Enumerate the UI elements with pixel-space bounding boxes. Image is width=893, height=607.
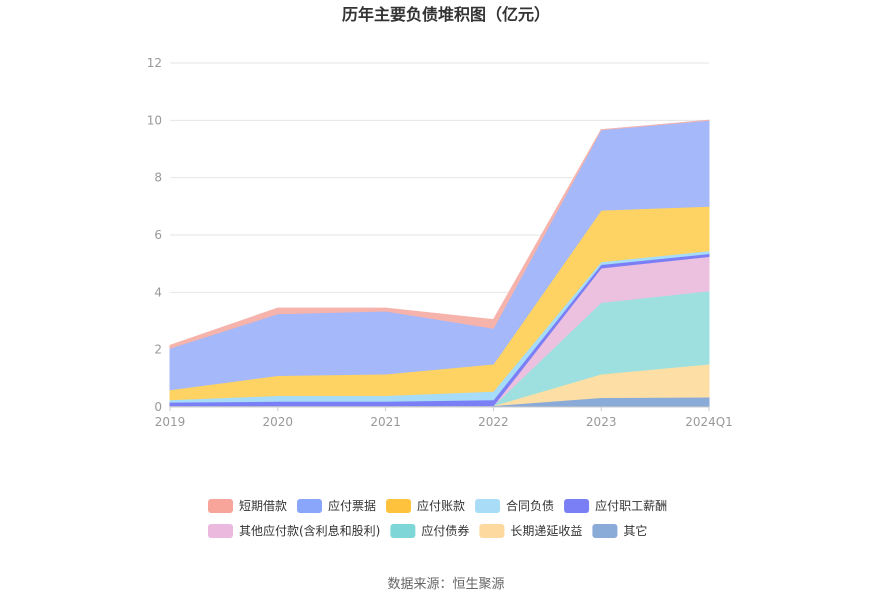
x-tick-label: 2019: [155, 415, 186, 429]
legend-swatch: [208, 524, 233, 538]
area-短期借款: [169, 119, 710, 349]
legend-item: 应付账款: [386, 498, 465, 513]
source-note: 数据来源：恒生聚源: [387, 577, 504, 592]
legend-swatch: [479, 524, 505, 538]
legend-item: 其他应付款(含利息和股利): [208, 523, 380, 538]
legend-label: 应付账款: [417, 498, 465, 513]
x-tick-label: 2021: [370, 415, 401, 429]
legend-swatch: [297, 499, 323, 513]
x-tick-label: 2022: [478, 415, 509, 429]
legend-item: 应付职工薪酬: [564, 498, 667, 513]
chart-title: 历年主要负债堆积图（亿元）: [342, 5, 550, 24]
y-tick-label: 8: [154, 171, 162, 185]
legend-item: 应付票据: [297, 498, 376, 513]
legend-label: 应付职工薪酬: [595, 498, 667, 513]
legend-item: 长期递延收益: [479, 524, 582, 538]
legend-swatch: [390, 524, 416, 538]
legend-item: 短期借款: [208, 499, 287, 513]
legend-label: 应付债券: [421, 523, 469, 538]
y-tick-label: 4: [154, 285, 162, 299]
y-tick-label: 2: [154, 343, 162, 357]
legend-label: 其它: [623, 523, 647, 538]
y-tick-label: 12: [147, 56, 162, 70]
legend-label: 其他应付款(含利息和股利): [239, 523, 380, 538]
legend-swatch: [564, 499, 590, 513]
x-tick-label: 2020: [263, 415, 294, 429]
legend-swatch: [592, 524, 618, 538]
legend-label: 应付票据: [328, 498, 376, 513]
x-tick-label: 2024Q1: [685, 415, 733, 429]
legend-swatch: [386, 499, 412, 513]
legend-label: 合同负债: [506, 498, 554, 513]
legend-label: 长期递延收益: [510, 524, 582, 538]
y-tick-label: 10: [147, 113, 162, 127]
y-tick-label: 0: [154, 400, 162, 414]
legend-item: 应付债券: [390, 523, 469, 538]
legend-swatch: [475, 499, 501, 513]
x-tick-label: 2023: [586, 415, 617, 429]
axes: 0 2 4 6 8 10 12 2019 2020 2021 2022 2023 2024Q1: [147, 56, 733, 429]
legend-item: 合同负债: [475, 498, 554, 513]
area-series: [169, 119, 710, 408]
y-tick-label: 6: [154, 228, 162, 242]
legend-label: 短期借款: [239, 499, 287, 513]
legend-swatch: [208, 499, 233, 513]
legend-item: 其它: [592, 523, 647, 538]
